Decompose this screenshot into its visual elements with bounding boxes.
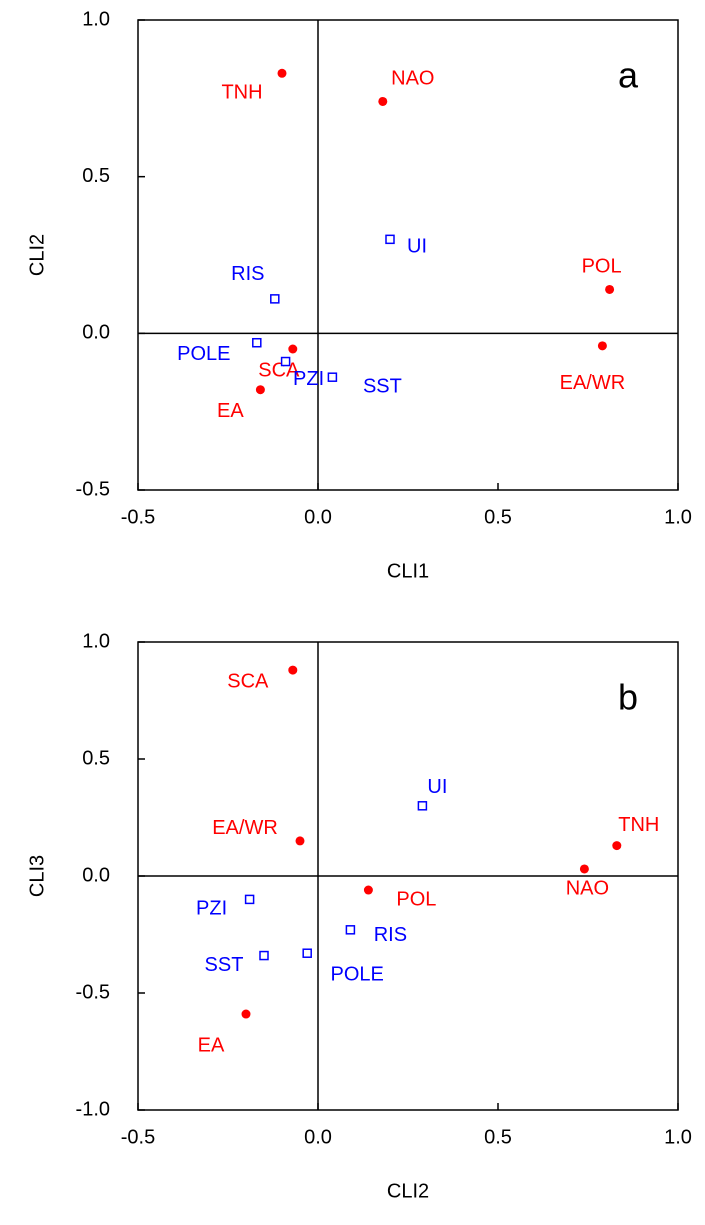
x-tick-label: 1.0	[664, 506, 692, 528]
point	[241, 1009, 251, 1019]
x-tick-label: 0.5	[484, 1126, 512, 1148]
x-tick-label: -0.5	[121, 1126, 155, 1148]
point	[244, 894, 255, 905]
plot-frame	[137, 19, 679, 491]
point-label: POLE	[177, 343, 230, 365]
x-tick-label: 0.0	[304, 1126, 332, 1148]
point-label: POL	[582, 256, 622, 278]
point-label: EA	[217, 400, 244, 422]
x-tick-label: 0.5	[484, 506, 512, 528]
y-tick-label: 0.0	[82, 322, 110, 344]
point-label: PZI	[196, 898, 227, 920]
point	[288, 665, 298, 675]
point	[385, 234, 395, 245]
y-tick-label: 0.5	[82, 165, 110, 187]
point	[302, 948, 312, 958]
point-label: POLE	[331, 964, 384, 986]
point-label: RIS	[374, 924, 407, 946]
x-axis-label: CLI2	[387, 1180, 429, 1202]
point	[259, 950, 269, 961]
point-label: POL	[396, 888, 436, 910]
point	[612, 841, 622, 851]
y-tick-label: -0.5	[76, 981, 110, 1003]
x-axis-label: CLI1	[387, 560, 429, 582]
point	[417, 801, 428, 811]
point-label: EA/WR	[560, 372, 626, 394]
point-label: TNH	[618, 814, 659, 836]
y-tick-label: 0.5	[82, 747, 110, 769]
point-label: EA	[198, 1034, 225, 1056]
y-tick-label: 1.0	[82, 630, 110, 652]
point	[255, 385, 265, 395]
y-axis-label: CLI2	[26, 234, 48, 276]
point-label: NAO	[391, 68, 434, 90]
point	[327, 372, 338, 382]
point	[378, 96, 388, 106]
y-tick-label: -1.0	[76, 1098, 110, 1120]
point-label: SCA	[227, 670, 269, 692]
point-label: PZI	[293, 368, 324, 390]
y-tick-label: 0.0	[82, 864, 110, 886]
point	[363, 885, 373, 895]
point-label: SST	[363, 375, 402, 397]
point-label: TNH	[221, 82, 262, 104]
point-label: NAO	[566, 877, 609, 899]
x-tick-label: 1.0	[664, 1126, 692, 1148]
point-label: EA/WR	[212, 817, 278, 839]
point	[295, 836, 305, 846]
panel-label: a	[618, 55, 639, 96]
point	[252, 337, 262, 348]
point	[579, 864, 589, 874]
point	[345, 925, 356, 935]
y-axis-label: CLI3	[26, 855, 48, 897]
panel-label: b	[618, 677, 638, 718]
x-tick-label: 0.0	[304, 506, 332, 528]
point	[288, 344, 298, 354]
point	[270, 294, 280, 304]
point	[597, 341, 607, 351]
point-label: SST	[205, 954, 244, 976]
point-label: UI	[427, 776, 447, 798]
point-label: UI	[407, 236, 427, 258]
point-label: RIS	[231, 263, 264, 285]
x-tick-label: -0.5	[121, 506, 155, 528]
point	[280, 356, 291, 367]
y-tick-label: -0.5	[76, 478, 110, 500]
y-tick-label: 1.0	[82, 8, 110, 30]
point	[605, 284, 615, 294]
point	[277, 68, 287, 78]
